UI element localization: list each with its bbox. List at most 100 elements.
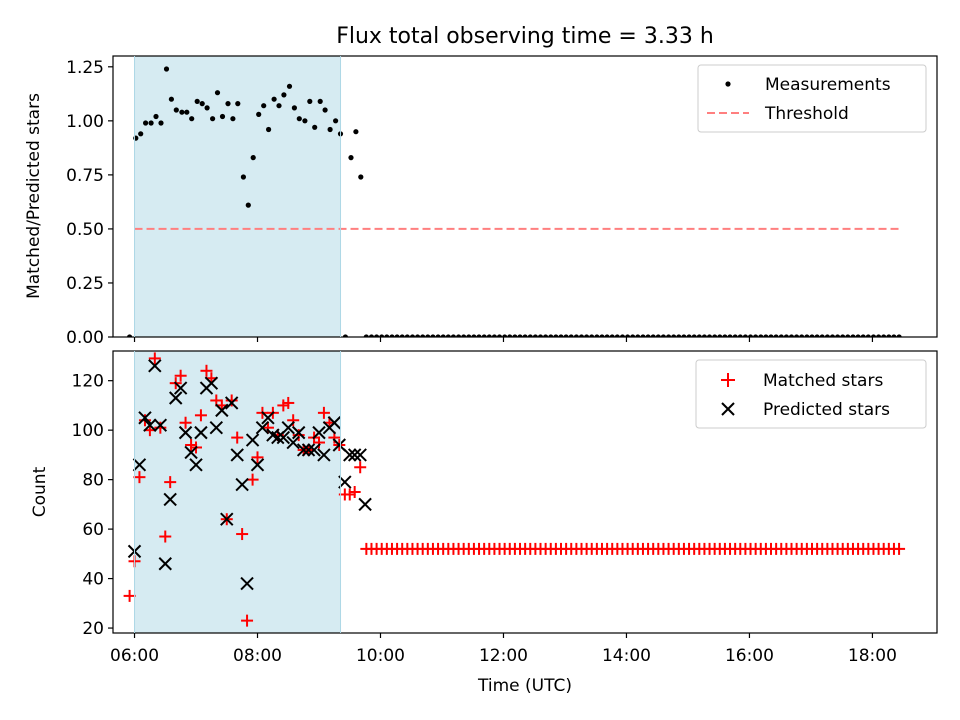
predicted-star-point — [163, 492, 177, 507]
top-y-axis-label: Matched/Predicted stars — [24, 93, 44, 299]
predicted-star-point — [173, 381, 188, 395]
measurement-point — [420, 334, 426, 337]
predicted-star-point — [143, 418, 157, 432]
measurement-point — [527, 334, 533, 337]
measurement-point — [173, 107, 179, 113]
matched-star-point — [154, 421, 167, 434]
measurement-point — [686, 334, 692, 337]
measurement-point — [788, 334, 795, 337]
top-plot-frame — [112, 55, 938, 338]
predicted-star-point — [240, 576, 254, 591]
predicted-star-point — [307, 443, 321, 457]
predicted-star-point — [184, 445, 198, 460]
predicted-star-point — [292, 425, 306, 440]
predicted-star-point — [286, 435, 300, 450]
measurement-point — [445, 334, 451, 337]
measurement-point — [819, 334, 825, 337]
measurement-point — [230, 116, 236, 122]
measurement-point — [276, 103, 282, 109]
matched-star-point — [348, 486, 361, 498]
matched-star-point — [246, 473, 259, 486]
measurement-point — [804, 334, 810, 337]
measurement-point — [640, 334, 646, 337]
measurement-point — [553, 334, 559, 337]
predicted-star-point — [215, 403, 229, 418]
legend-matched-label: Matched stars — [763, 371, 883, 391]
measurement-point — [840, 334, 846, 337]
measurement-point — [374, 334, 380, 337]
legend-measurements-marker — [725, 81, 731, 87]
measurement-point — [773, 334, 779, 337]
measurement-point — [317, 98, 323, 104]
matched-star-point — [287, 414, 300, 427]
bottom-shaded-interval — [134, 351, 341, 633]
predicted-star-point — [235, 477, 249, 492]
y-tick-label: 100 — [72, 421, 104, 441]
measurement-point — [860, 334, 866, 337]
measurement-point — [245, 202, 251, 208]
measurement-point — [158, 120, 164, 126]
measurement-point — [296, 116, 302, 122]
measurement-point — [794, 334, 800, 337]
measurement-point — [589, 334, 595, 337]
measurement-point — [814, 334, 820, 337]
y-tick-label: 1.25 — [66, 58, 104, 78]
measurement-point — [256, 111, 262, 117]
y-tick-label: 0.75 — [66, 166, 104, 186]
measurement-point — [876, 334, 882, 337]
y-tick-label: 0.00 — [66, 328, 104, 348]
measurement-point — [210, 116, 216, 122]
measurement-point — [291, 105, 297, 111]
legend-matched-marker — [721, 373, 735, 387]
legend-measurements-label: Measurements — [765, 75, 891, 95]
x-tick-label: 12:00 — [479, 646, 528, 666]
y-tick-label: 40 — [82, 570, 104, 590]
x-tick-label: 14:00 — [602, 646, 651, 666]
measurement-point — [568, 334, 574, 337]
measurement-point — [732, 334, 738, 337]
measurement-point — [614, 334, 620, 337]
y-tick-label: 0.25 — [66, 274, 104, 294]
measurement-point — [491, 334, 497, 337]
measurement-point — [891, 334, 897, 337]
predicted-star-point — [250, 458, 265, 472]
measurement-point — [896, 334, 902, 337]
measurement-point — [758, 334, 764, 337]
measurement-point — [548, 334, 554, 337]
measurement-point — [594, 334, 600, 337]
measurement-point — [435, 334, 441, 337]
measurement-point — [676, 334, 682, 337]
measurement-point — [783, 334, 789, 337]
measurement-point — [163, 66, 170, 72]
measurement-point — [537, 334, 544, 337]
measurement-point — [261, 103, 267, 109]
measurement-point — [706, 334, 713, 337]
measurement-point — [619, 334, 626, 337]
measurement-point — [691, 334, 697, 337]
predicted-star-point — [343, 448, 357, 462]
measurement-point — [342, 334, 348, 337]
top-legend-box — [697, 64, 927, 133]
measurement-point — [599, 334, 605, 337]
measurement-point — [625, 334, 631, 337]
measurement-point — [681, 334, 687, 337]
measurement-point — [199, 101, 205, 107]
measurement-point — [133, 135, 139, 141]
measurement-point — [701, 334, 707, 337]
measurement-point — [870, 334, 877, 337]
measurement-point — [865, 334, 871, 337]
measurement-point — [307, 98, 313, 104]
measurement-point — [250, 155, 256, 161]
predicted-star-point — [189, 458, 203, 472]
figure-title: Flux total observing time = 3.33 h — [336, 24, 714, 49]
measurement-point — [138, 131, 144, 137]
measurement-point — [312, 124, 318, 130]
measurement-point — [476, 334, 482, 337]
measurement-point — [558, 334, 564, 337]
measurement-point — [399, 334, 405, 337]
measurement-point — [650, 334, 656, 337]
matched-star-point — [159, 530, 172, 543]
matched-star-point — [200, 364, 213, 377]
predicted-star-point — [158, 557, 172, 571]
measurement-point — [845, 334, 851, 337]
